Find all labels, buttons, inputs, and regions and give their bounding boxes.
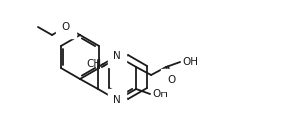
Text: OH: OH	[182, 57, 198, 67]
Text: CH₃: CH₃	[86, 59, 106, 69]
Text: N: N	[113, 51, 121, 61]
Text: O: O	[62, 22, 70, 32]
Text: OH: OH	[152, 89, 168, 99]
Text: O: O	[167, 75, 175, 85]
Text: N: N	[113, 95, 121, 105]
